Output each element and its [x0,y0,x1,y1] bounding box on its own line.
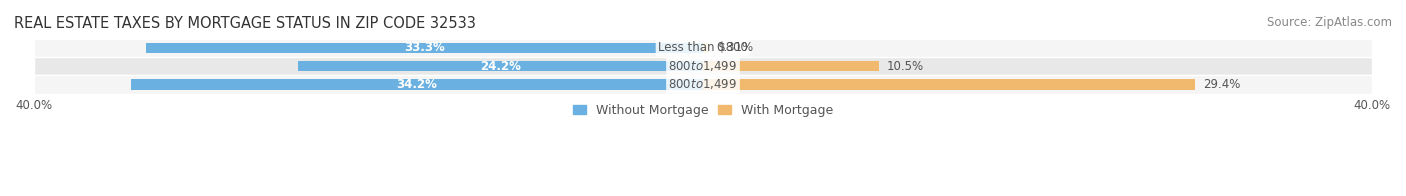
Text: 33.3%: 33.3% [404,41,444,54]
Text: Less than $800: Less than $800 [658,41,748,54]
Bar [703,79,1195,90]
Text: $800 to $1,499: $800 to $1,499 [668,59,738,73]
Bar [146,43,703,53]
Bar [131,79,703,90]
Bar [703,61,879,71]
Bar [298,61,703,71]
Legend: Without Mortgage, With Mortgage: Without Mortgage, With Mortgage [568,99,838,122]
Text: 34.2%: 34.2% [396,78,437,91]
Bar [34,75,1372,94]
Text: 0.31%: 0.31% [717,41,754,54]
Text: 29.4%: 29.4% [1204,78,1240,91]
Bar [703,43,709,53]
Bar [34,39,1372,57]
Bar [34,57,1372,75]
Text: 24.2%: 24.2% [479,60,522,73]
Text: Source: ZipAtlas.com: Source: ZipAtlas.com [1267,16,1392,29]
Text: 10.5%: 10.5% [887,60,924,73]
Text: REAL ESTATE TAXES BY MORTGAGE STATUS IN ZIP CODE 32533: REAL ESTATE TAXES BY MORTGAGE STATUS IN … [14,16,477,31]
Text: $800 to $1,499: $800 to $1,499 [668,77,738,92]
